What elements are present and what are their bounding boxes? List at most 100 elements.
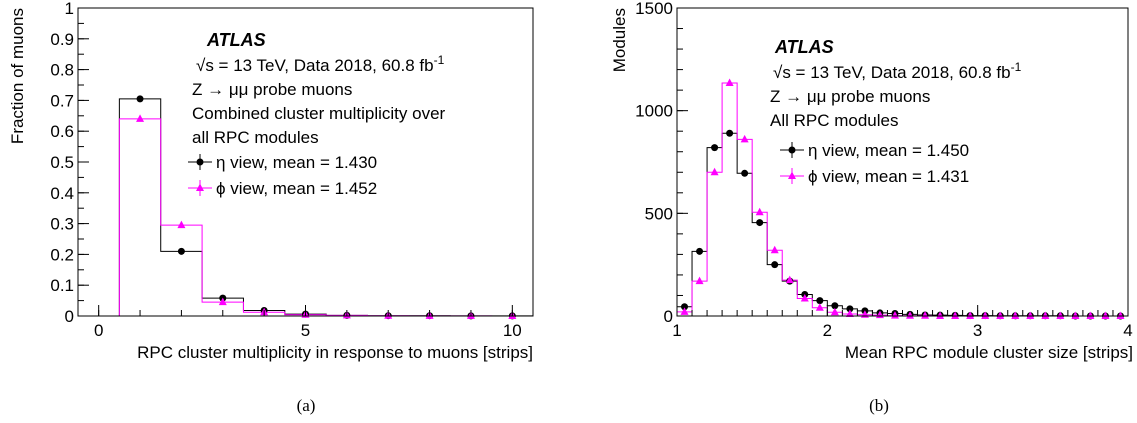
data-point — [981, 311, 990, 319]
legend-marker — [788, 146, 796, 154]
x-axis-label-a: RPC cluster multiplicity in response to … — [137, 343, 533, 362]
x-tick-label: 4 — [1123, 321, 1132, 340]
annotation-probe-b: Z → μμ probe muons — [770, 87, 930, 106]
data-point — [996, 311, 1005, 319]
histograms-b — [676, 82, 1128, 317]
histogram-line — [676, 82, 1128, 317]
markers-b — [680, 78, 1125, 320]
data-point — [846, 305, 854, 313]
data-point — [741, 169, 749, 177]
data-point — [218, 297, 227, 306]
annotation-desc1-a: Combined cluster multiplicity over — [192, 104, 446, 123]
panel-label-a: (a) — [297, 396, 316, 415]
data-point — [1011, 311, 1020, 319]
data-point — [771, 261, 779, 269]
y-tick-label: 0 — [664, 307, 673, 326]
data-point — [710, 167, 719, 176]
data-point — [711, 144, 719, 152]
data-point — [815, 303, 824, 311]
y-tick-label: 0.5 — [50, 153, 74, 172]
data-point — [1071, 311, 1080, 319]
x-ticks-b: 1 2 3 4 — [672, 305, 1133, 340]
legend-marker — [196, 183, 204, 191]
y-tick-label: 0.1 — [50, 276, 74, 295]
annotation-desc2-a: all RPC modules — [192, 128, 319, 147]
data-point — [756, 219, 764, 227]
data-point — [966, 311, 975, 319]
x-tick-label: 2 — [823, 321, 832, 340]
y-tick-label: 0.3 — [50, 215, 74, 234]
x-tick-label: 10 — [503, 321, 522, 340]
data-point — [136, 114, 145, 122]
histogram-line — [78, 118, 534, 317]
data-point — [921, 311, 930, 319]
legend-label: η view, mean = 1.450 — [808, 141, 969, 160]
data-point — [845, 309, 854, 317]
legend-b: η view, mean = 1.450 ϕ view, mean = 1.431 — [780, 141, 969, 186]
data-point — [136, 95, 144, 103]
legend-marker — [196, 158, 204, 166]
annotation-energy-text-a: √s = 13 TeV, Data 2018, 60.8 fb — [196, 56, 434, 75]
y-axis-label-b: Modules — [610, 8, 629, 72]
atlas-label-b: ATLAS — [774, 37, 834, 57]
annotation-probe-a: Z → μμ probe muons — [192, 80, 352, 99]
data-point — [695, 276, 704, 285]
y-axis-label-a: Fraction of muons — [8, 8, 27, 144]
data-point — [770, 245, 779, 254]
annotation-desc1-b: All RPC modules — [770, 111, 899, 130]
x-tick-label: 0 — [94, 321, 103, 340]
data-point — [1116, 311, 1125, 319]
data-point — [681, 303, 689, 311]
y-tick-label: 1000 — [635, 102, 673, 121]
x-tick-label: 5 — [301, 321, 310, 340]
legend-label: ϕ view, mean = 1.431 — [808, 167, 969, 186]
legend-label: η view, mean = 1.430 — [216, 153, 377, 172]
data-point — [1101, 311, 1110, 319]
x-ticks-a: 0 5 10 — [94, 305, 522, 340]
lumi-superscript-b: -1 — [1011, 60, 1022, 74]
y-ticks-a: 0 0.1 0.2 0.3 0.4 0.5 0.6 0.7 0.8 0.9 1 — [50, 0, 89, 326]
y-ticks-b: 0 500 1000 1500 — [635, 0, 688, 326]
data-point — [816, 297, 824, 305]
x-axis-label-b: Mean RPC module cluster size [strips] — [845, 343, 1133, 362]
y-tick-label: 0.2 — [50, 245, 74, 264]
y-tick-label: 0 — [65, 307, 74, 326]
y-tick-label: 1500 — [635, 0, 673, 18]
data-point — [726, 129, 734, 137]
chart-panel-a: 0 5 10 0 0.1 0.2 0.3 0.4 0.5 0.6 0.7 0.8 0.9 1 Fract… — [8, 0, 534, 362]
data-point — [830, 307, 839, 316]
legend-label: ϕ view, mean = 1.452 — [216, 179, 377, 198]
annotation-energy-text-b: √s = 13 TeV, Data 2018, 60.8 fb — [773, 63, 1011, 82]
data-point — [906, 311, 915, 319]
y-tick-label: 500 — [645, 204, 673, 223]
legend-a: η view, mean = 1.430 ϕ view, mean = 1.452 — [188, 153, 377, 198]
data-point — [725, 78, 734, 86]
data-point — [800, 294, 809, 302]
data-point — [755, 207, 764, 216]
y-tick-label: 0.9 — [50, 30, 74, 49]
annotation-energy-a: √s = 13 TeV, Data 2018, 60.8 fb-1 — [196, 53, 445, 75]
y-tick-label: 0.8 — [50, 61, 74, 80]
data-point — [890, 311, 899, 319]
data-point — [680, 307, 689, 315]
legend-marker — [788, 171, 796, 179]
data-point — [1041, 311, 1050, 319]
y-tick-label: 0.4 — [50, 184, 74, 203]
y-tick-label: 0.6 — [50, 122, 74, 141]
histogram-line — [676, 132, 1128, 317]
panel-label-b: (b) — [869, 396, 889, 415]
data-point — [951, 311, 960, 319]
lumi-superscript-a: -1 — [434, 53, 445, 67]
data-point — [177, 247, 185, 255]
atlas-label-a: ATLAS — [206, 30, 266, 50]
data-point — [936, 311, 945, 319]
annotation-energy-b: √s = 13 TeV, Data 2018, 60.8 fb-1 — [773, 60, 1022, 82]
x-tick-label: 1 — [672, 321, 681, 340]
data-point — [831, 302, 839, 310]
data-point — [177, 220, 186, 229]
chart-panel-b: 1 2 3 4 0 500 1000 1500 Modules Mean RPC modul… — [610, 0, 1133, 362]
y-tick-label: 0.7 — [50, 91, 74, 110]
x-tick-label: 3 — [973, 321, 982, 340]
y-tick-label: 1 — [65, 0, 74, 18]
